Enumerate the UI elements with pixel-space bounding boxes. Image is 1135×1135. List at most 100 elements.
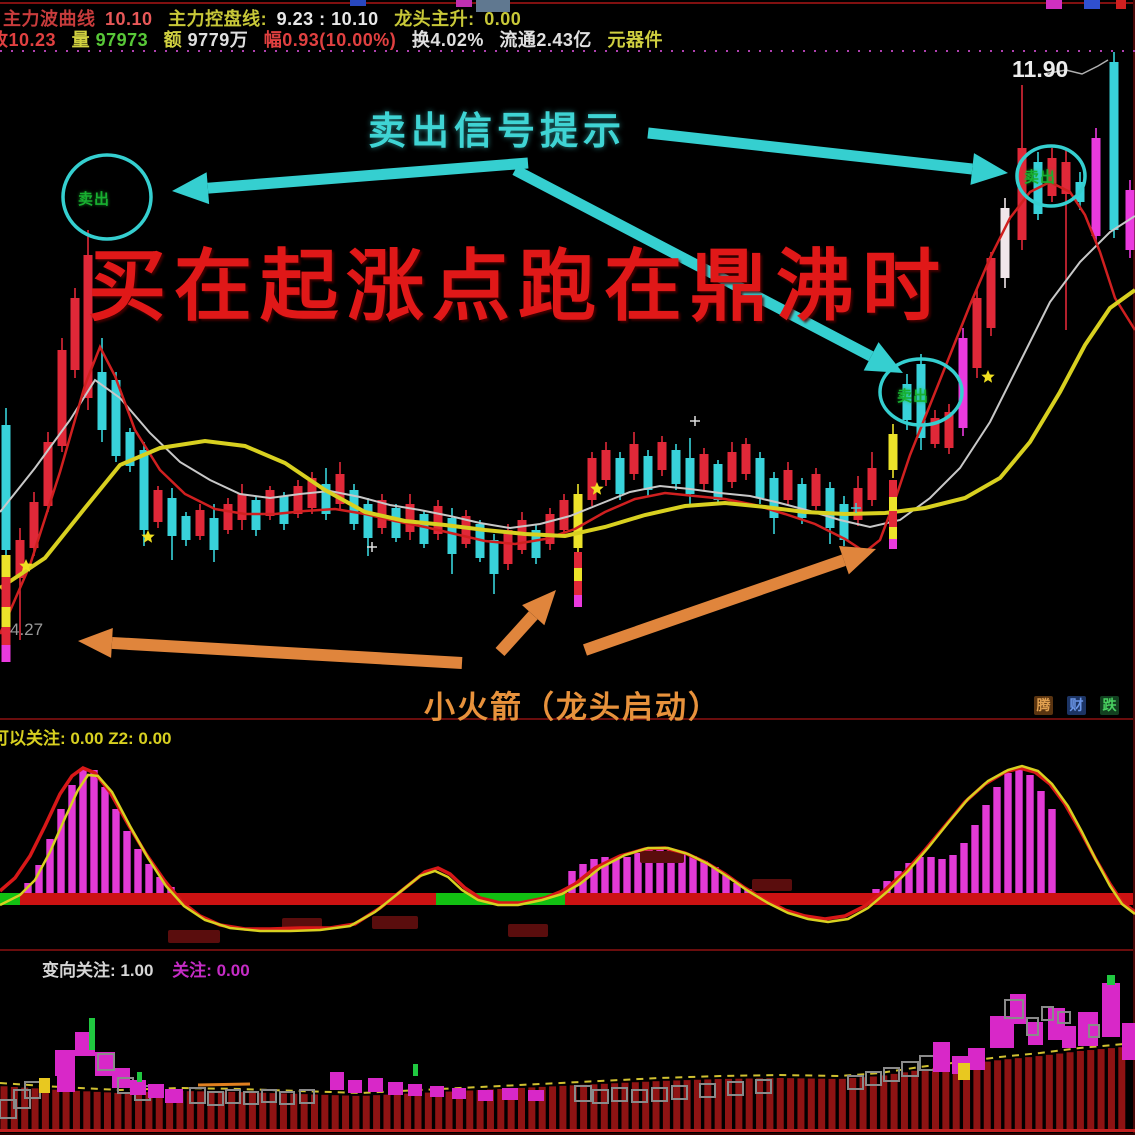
magenta-signal-box	[348, 1080, 362, 1093]
histogram-bar	[645, 850, 653, 897]
candle	[573, 494, 583, 548]
slogan-text: 买在起涨点跑在鼎沸时	[88, 242, 949, 330]
histogram-bar	[1004, 773, 1012, 897]
yellow-signal-box	[39, 1078, 50, 1093]
corner-toolbar-button[interactable]: 跌	[1100, 696, 1119, 715]
blurred-label-mark	[168, 930, 220, 943]
volume-bar	[445, 1091, 453, 1131]
orange-arrows-layer	[78, 545, 876, 669]
volume-bar	[114, 1092, 122, 1131]
candle	[335, 474, 345, 504]
histogram-bar	[57, 809, 65, 897]
candle	[1, 425, 11, 550]
candle	[15, 540, 25, 578]
hollow-signal-box	[755, 1079, 772, 1094]
volume-bar	[880, 1075, 888, 1131]
histogram-bar	[134, 849, 142, 897]
magenta-signal-box	[330, 1072, 344, 1090]
magenta-signal-box	[430, 1086, 444, 1097]
arrow-head	[863, 342, 903, 373]
candle	[825, 488, 835, 528]
histogram-bar	[894, 871, 902, 897]
volume-bar	[838, 1078, 846, 1131]
histogram-bar	[123, 831, 131, 897]
magenta-signal-box	[1062, 1026, 1076, 1048]
candle	[1109, 62, 1119, 230]
candle	[944, 412, 954, 448]
sell-circles-layer	[61, 144, 1087, 427]
histogram-bar	[700, 861, 708, 897]
rocket-marker-segment	[1, 645, 11, 662]
histogram-bar	[1026, 775, 1034, 897]
candle	[727, 452, 737, 482]
candle	[405, 504, 415, 532]
candle	[839, 504, 849, 540]
blurred-label-mark	[640, 851, 684, 863]
volume-bar	[756, 1078, 764, 1131]
histogram-bar	[656, 847, 664, 897]
magenta-signal-box	[452, 1088, 466, 1099]
sell-badge: 卖出	[78, 191, 111, 208]
close-price: 收10.23	[0, 30, 57, 50]
histogram-bar	[79, 769, 87, 897]
corner-toolbar-button[interactable]: 腾	[1034, 696, 1053, 715]
arrow-shaft	[583, 554, 846, 656]
volume-bar	[497, 1088, 505, 1131]
magenta-signal-box	[165, 1089, 183, 1103]
candle	[111, 380, 121, 456]
magenta-signal-box	[968, 1048, 985, 1070]
magenta-signal-box	[148, 1084, 164, 1098]
zero-line-segment	[565, 893, 1133, 905]
candle	[181, 516, 191, 540]
volume-bar	[673, 1080, 681, 1131]
volume-bar	[486, 1089, 494, 1131]
corner-toolbar-button[interactable]: 财	[1067, 696, 1086, 715]
volume-bar	[466, 1090, 474, 1131]
magenta-signal-box	[388, 1082, 403, 1095]
volume-bar	[393, 1094, 401, 1131]
histogram-bar	[667, 849, 675, 897]
arrow-shaft	[111, 636, 463, 669]
hollow-signal-box	[883, 1067, 900, 1082]
arrow-head	[838, 545, 876, 575]
volume-bar	[217, 1091, 225, 1131]
candle	[265, 490, 275, 516]
histogram-bar	[634, 853, 642, 897]
volume-bar	[269, 1093, 277, 1131]
volume-bar	[580, 1084, 588, 1131]
histogram-bar	[24, 883, 32, 897]
hollow-signal-box	[651, 1087, 668, 1102]
candle	[125, 432, 135, 466]
rocket-marker-segment	[574, 595, 582, 607]
orange-segment-line	[197, 1082, 251, 1087]
candle	[97, 372, 107, 430]
indicator2-label: 主力控盘线:	[168, 9, 268, 29]
volume-bar	[93, 1091, 101, 1131]
rocket-marker-segment	[1, 555, 11, 577]
hollow-signal-box	[1041, 1006, 1054, 1021]
volume-bar	[714, 1079, 722, 1131]
candle	[769, 478, 779, 518]
candle	[755, 458, 765, 498]
price-low-label: 4.27	[10, 620, 44, 639]
volume-bar	[362, 1095, 370, 1131]
volume-bar	[72, 1090, 80, 1131]
amount-label: 额	[163, 30, 183, 50]
candle	[43, 442, 53, 506]
volume-bar	[279, 1093, 287, 1131]
titlebar-fragment	[350, 0, 366, 6]
candle	[531, 530, 541, 558]
candle	[629, 444, 639, 474]
hollow-signal-box	[1026, 1017, 1039, 1036]
volume-bar	[683, 1080, 691, 1131]
indicator3-value: 0.00	[484, 9, 522, 29]
histogram-bar	[916, 857, 924, 897]
panel3-value-magenta: 关注: 0.00	[172, 961, 250, 980]
sell-badge: 卖出	[1024, 169, 1057, 186]
volume-bar	[983, 1061, 991, 1131]
volume-bar	[404, 1093, 412, 1131]
candle	[503, 530, 513, 564]
baseline	[0, 1129, 1135, 1132]
sell-badge: 卖出	[897, 388, 930, 405]
star-signal-icon	[19, 559, 33, 572]
